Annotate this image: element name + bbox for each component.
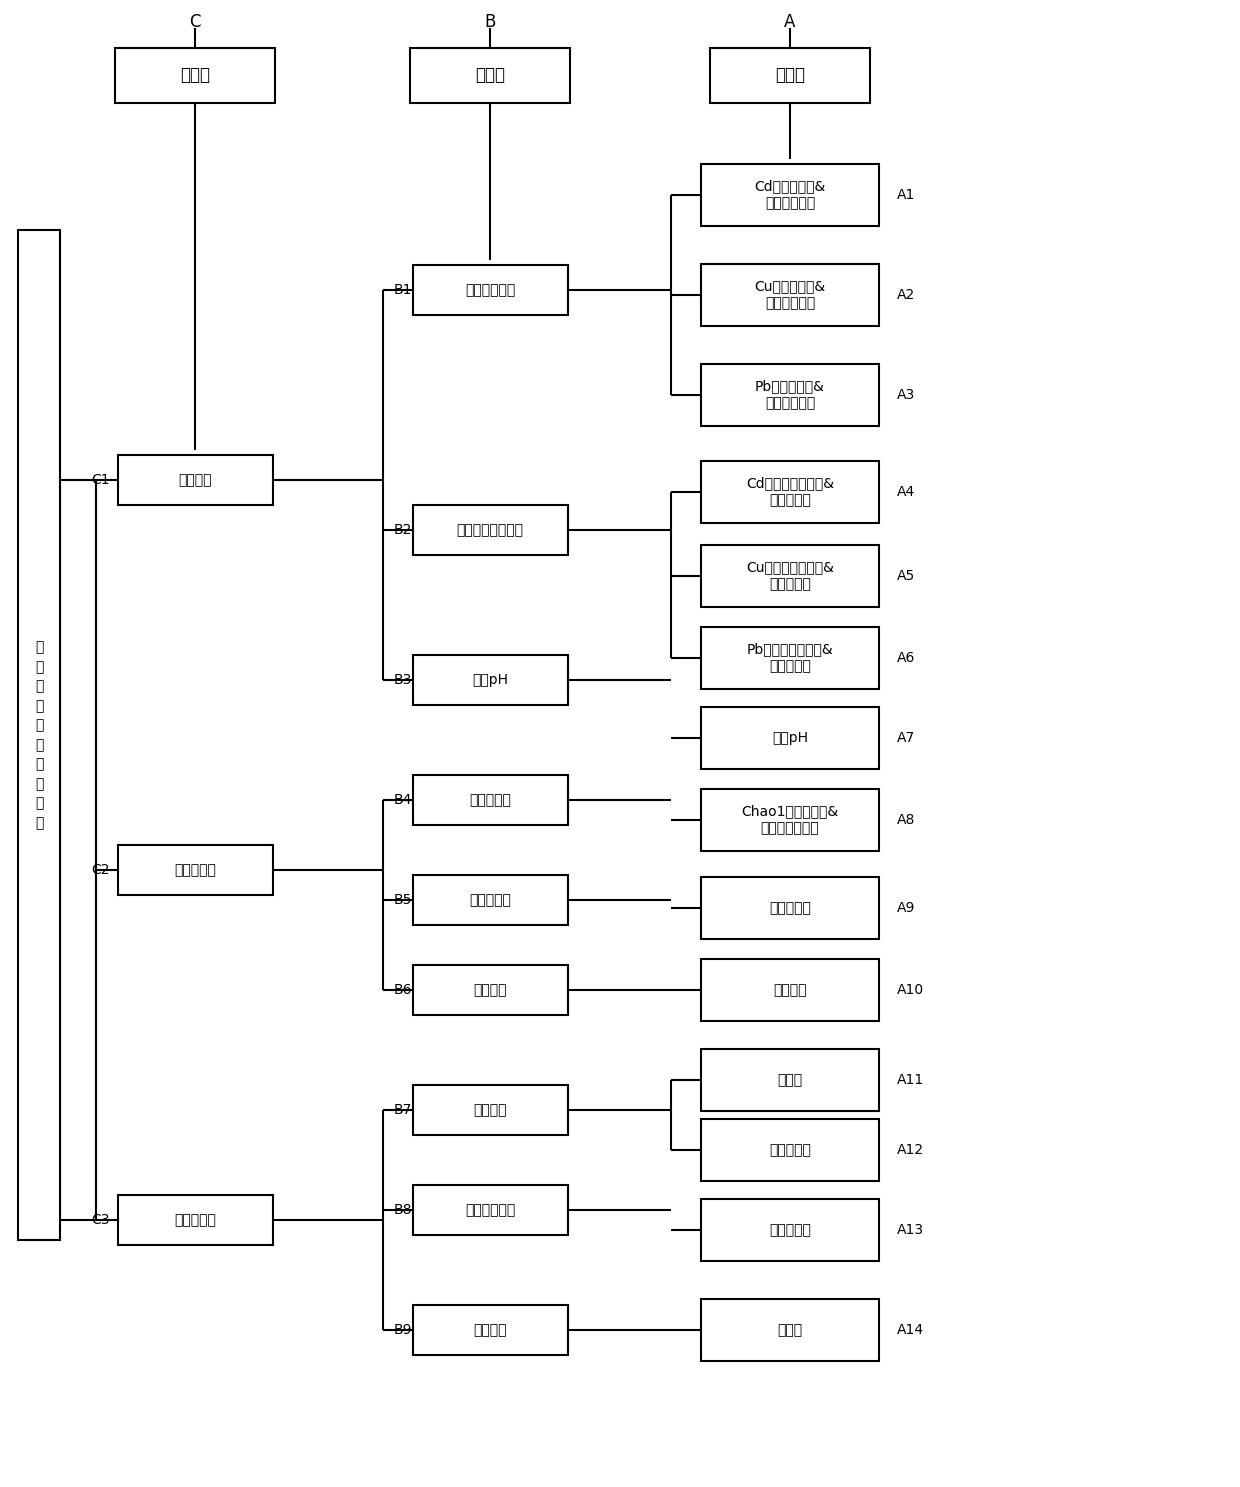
Text: 群落多样性: 群落多样性 <box>469 793 511 807</box>
Bar <box>19 230 60 1240</box>
Bar <box>115 48 275 103</box>
Text: 准则层: 准则层 <box>180 65 210 83</box>
Bar <box>413 265 568 315</box>
Text: A1: A1 <box>897 187 915 202</box>
Text: B7: B7 <box>393 1103 412 1117</box>
Text: 指标层: 指标层 <box>775 65 805 83</box>
Bar <box>413 1086 568 1135</box>
Text: 微生物量: 微生物量 <box>474 983 507 996</box>
Text: 农作物响应: 农作物响应 <box>174 1213 216 1227</box>
Text: B1: B1 <box>393 283 412 297</box>
Bar <box>701 1120 879 1181</box>
Bar <box>701 959 879 1022</box>
Bar <box>413 775 568 825</box>
Text: 修复作物修复能力: 修复作物修复能力 <box>456 523 523 537</box>
Bar <box>413 1306 568 1355</box>
Bar <box>118 845 273 895</box>
Text: Chao1丰富度指数&
香农多样性指数: Chao1丰富度指数& 香农多样性指数 <box>742 804 838 836</box>
Text: 叶绿素含量: 叶绿素含量 <box>769 1222 811 1237</box>
Text: A3: A3 <box>897 388 915 401</box>
Bar <box>711 48 870 103</box>
Bar <box>413 965 568 1016</box>
Bar <box>701 1048 879 1111</box>
Text: A13: A13 <box>897 1222 924 1237</box>
Bar <box>701 1300 879 1361</box>
Text: A10: A10 <box>897 983 924 996</box>
Text: 理化性质: 理化性质 <box>179 473 212 488</box>
Text: B9: B9 <box>393 1323 412 1337</box>
Text: A: A <box>785 13 796 31</box>
Text: Pb相对去除率&
有效态百分比: Pb相对去除率& 有效态百分比 <box>755 379 825 410</box>
Text: A2: A2 <box>897 288 915 302</box>
Bar <box>701 628 879 688</box>
Bar <box>118 1196 273 1245</box>
Bar <box>413 1185 568 1236</box>
Text: A12: A12 <box>897 1144 924 1157</box>
Bar <box>701 164 879 226</box>
Bar <box>118 455 273 506</box>
Text: 土壤pH: 土壤pH <box>773 732 808 745</box>
Text: Cu相对去除率&
有效态百分比: Cu相对去除率& 有效态百分比 <box>754 280 826 311</box>
Text: Cd重金属富集系数&
根系滞留率: Cd重金属富集系数& 根系滞留率 <box>746 476 835 507</box>
Text: B8: B8 <box>393 1203 412 1216</box>
Text: 微生物活力: 微生物活力 <box>469 894 511 907</box>
Bar <box>413 874 568 925</box>
Text: Pb重金属富集系数&
根系滞留率: Pb重金属富集系数& 根系滞留率 <box>746 642 833 674</box>
Text: A11: A11 <box>897 1074 924 1087</box>
Bar <box>413 506 568 555</box>
Text: 发芽率: 发芽率 <box>777 1323 802 1337</box>
Text: A6: A6 <box>897 651 915 665</box>
Text: 作物生理响应: 作物生理响应 <box>465 1203 515 1216</box>
Text: 要素层: 要素层 <box>475 65 505 83</box>
Text: Cu重金属富集系数&
根系滞留率: Cu重金属富集系数& 根系滞留率 <box>746 561 835 592</box>
Bar <box>701 877 879 938</box>
Text: 作物生长: 作物生长 <box>474 1103 507 1117</box>
Bar <box>410 48 570 103</box>
Text: 微生物量: 微生物量 <box>774 983 807 996</box>
Bar <box>701 706 879 769</box>
Text: A8: A8 <box>897 813 915 827</box>
Text: 植物生物量: 植物生物量 <box>769 1144 811 1157</box>
Text: B4: B4 <box>393 793 412 807</box>
Text: A9: A9 <box>897 901 915 915</box>
Text: A14: A14 <box>897 1323 924 1337</box>
Text: A4: A4 <box>897 485 915 500</box>
Text: A7: A7 <box>897 732 915 745</box>
Text: 土壤pH: 土壤pH <box>472 674 508 687</box>
Text: B3: B3 <box>393 674 412 687</box>
Text: B2: B2 <box>393 523 412 537</box>
Bar <box>701 364 879 425</box>
Text: C3: C3 <box>92 1213 110 1227</box>
Bar <box>701 461 879 523</box>
Text: B5: B5 <box>393 894 412 907</box>
Text: C: C <box>190 13 201 31</box>
Text: C2: C2 <box>92 862 110 877</box>
Bar <box>701 265 879 326</box>
Text: 微生物响应: 微生物响应 <box>174 862 216 877</box>
Bar <box>701 546 879 607</box>
Text: 酶活性指数: 酶活性指数 <box>769 901 811 915</box>
Text: C1: C1 <box>92 473 110 488</box>
Bar <box>413 654 568 705</box>
Text: 根指标: 根指标 <box>777 1074 802 1087</box>
Text: 污染修复程度: 污染修复程度 <box>465 283 515 297</box>
Text: 种子萌发: 种子萌发 <box>474 1323 507 1337</box>
Bar <box>701 790 879 851</box>
Text: Cd相对去除率&
有效态百分比: Cd相对去除率& 有效态百分比 <box>754 180 826 211</box>
Text: B: B <box>485 13 496 31</box>
Text: B6: B6 <box>393 983 412 996</box>
Bar <box>701 1199 879 1261</box>
Text: A5: A5 <box>897 570 915 583</box>
Text: 土
壤
修
复
效
果
评
价
体
系: 土 壤 修 复 效 果 评 价 体 系 <box>35 641 43 830</box>
